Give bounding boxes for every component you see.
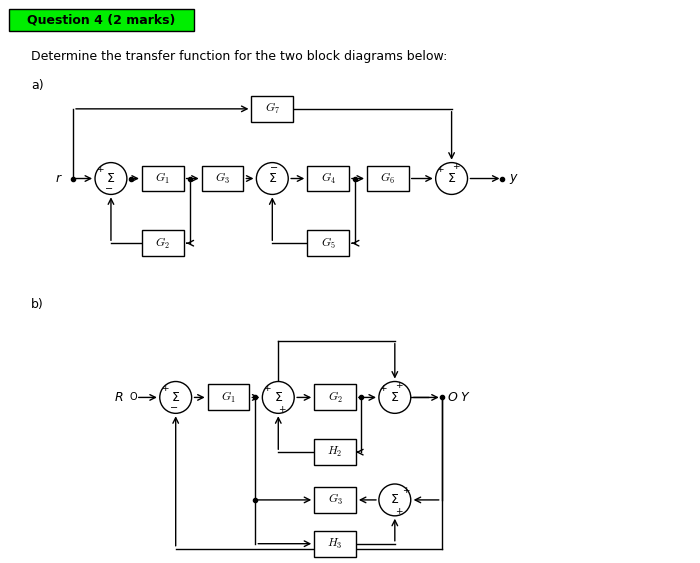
Text: $r$: $r$ xyxy=(55,172,63,185)
Text: $G_4$: $G_4$ xyxy=(321,171,335,186)
Bar xyxy=(202,166,244,191)
Circle shape xyxy=(379,382,411,413)
Text: +: + xyxy=(379,384,386,393)
Circle shape xyxy=(160,382,192,413)
Circle shape xyxy=(435,163,468,194)
Text: +: + xyxy=(395,381,402,390)
Text: $G_1$: $G_1$ xyxy=(155,171,170,186)
Text: $G_2$: $G_2$ xyxy=(155,236,170,251)
Text: $G_5$: $G_5$ xyxy=(321,236,335,251)
Text: +: + xyxy=(262,384,270,393)
Text: $H_2$: $H_2$ xyxy=(328,445,343,459)
Text: +: + xyxy=(452,162,459,171)
Text: +: + xyxy=(402,486,409,495)
Text: $\Sigma$: $\Sigma$ xyxy=(391,493,400,506)
Text: −: − xyxy=(105,185,113,194)
Bar xyxy=(307,230,349,256)
Text: $y$: $y$ xyxy=(510,172,519,186)
Text: $\Sigma$: $\Sigma$ xyxy=(267,172,277,185)
Text: O: O xyxy=(129,392,137,403)
Text: $G_1$: $G_1$ xyxy=(221,390,236,405)
Text: $G_3$: $G_3$ xyxy=(215,171,230,186)
Text: $\Sigma$: $\Sigma$ xyxy=(106,172,116,185)
Bar xyxy=(251,96,293,122)
Bar xyxy=(9,10,194,31)
Circle shape xyxy=(95,163,127,194)
Bar xyxy=(208,385,249,410)
Text: $\Sigma$: $\Sigma$ xyxy=(171,391,181,404)
Circle shape xyxy=(256,163,288,194)
Text: $R$: $R$ xyxy=(114,391,124,404)
Text: a): a) xyxy=(32,79,44,92)
Circle shape xyxy=(262,382,294,413)
Text: +: + xyxy=(279,405,286,414)
Text: $\Sigma$: $\Sigma$ xyxy=(274,391,283,404)
Bar xyxy=(307,166,349,191)
Text: $G_6$: $G_6$ xyxy=(380,171,395,186)
Text: +: + xyxy=(161,384,169,393)
Bar xyxy=(314,487,356,513)
Text: $\Sigma$: $\Sigma$ xyxy=(391,391,400,404)
Text: +: + xyxy=(96,165,104,174)
Text: −: − xyxy=(169,403,178,413)
Circle shape xyxy=(379,484,411,516)
Text: $G_2$: $G_2$ xyxy=(328,390,342,405)
Bar xyxy=(142,230,183,256)
Bar xyxy=(314,531,356,557)
Text: O $Y$: O $Y$ xyxy=(447,391,471,404)
Bar xyxy=(367,166,409,191)
Bar xyxy=(314,439,356,465)
Bar xyxy=(142,166,183,191)
Text: $G_3$: $G_3$ xyxy=(328,493,342,507)
Text: −: − xyxy=(270,163,279,173)
Text: +: + xyxy=(436,165,443,174)
Text: Determine the transfer function for the two block diagrams below:: Determine the transfer function for the … xyxy=(32,50,447,62)
Text: +: + xyxy=(395,507,402,516)
Text: Question 4 (2 marks): Question 4 (2 marks) xyxy=(27,14,176,27)
Text: $\Sigma$: $\Sigma$ xyxy=(447,172,456,185)
Text: $H_3$: $H_3$ xyxy=(328,537,343,551)
Text: b): b) xyxy=(32,298,44,311)
Text: $G_7$: $G_7$ xyxy=(265,101,280,117)
Bar xyxy=(314,385,356,410)
